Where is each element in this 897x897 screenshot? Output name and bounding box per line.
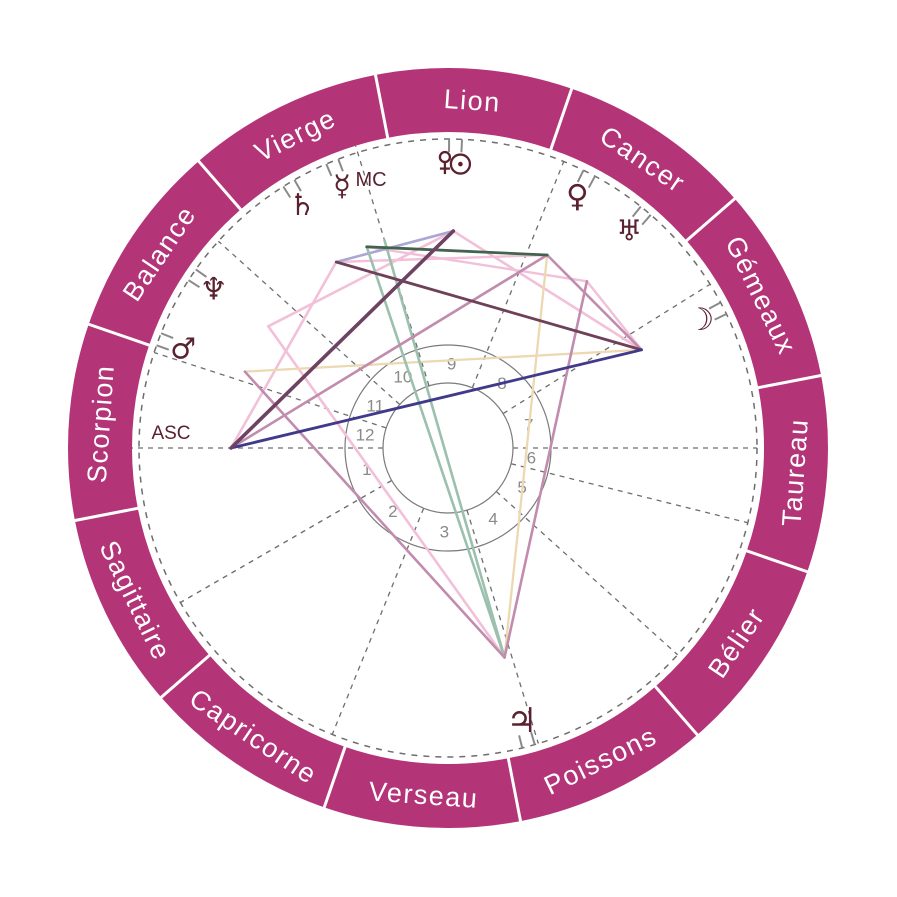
house-cusp-line: [153, 351, 387, 429]
sign-divider: [322, 744, 348, 810]
aspect-line-saturne-pluton: [334, 229, 455, 264]
house-number-11: 11: [366, 397, 384, 416]
sign-divider: [506, 755, 523, 824]
house-cusp-line: [331, 508, 425, 735]
venus-icon: ♀: [566, 178, 589, 214]
sign-divider: [755, 373, 824, 390]
degree-tick: [293, 179, 302, 192]
degree-tick: [576, 169, 585, 183]
degree-tick: [714, 313, 727, 321]
aspect-line-jupiter-mercure: [365, 245, 506, 659]
uranus-icon: ♅: [616, 214, 642, 248]
degree-tick: [708, 301, 722, 310]
aspect-line-uranus-lune: [585, 280, 643, 352]
pluto-small-circle: [438, 150, 452, 164]
degree-tick: [160, 332, 174, 340]
sign-divider: [683, 196, 738, 244]
house-inner-circle: [382, 382, 514, 514]
aspect-line-asc-lune: [229, 348, 643, 450]
degree-tick: [518, 735, 524, 749]
aspect-line-saturne-lune: [334, 260, 643, 352]
lune-icon: ☽: [686, 302, 714, 338]
aspect-line-jupiter-uranus: [503, 279, 589, 659]
house-cusp-line: [217, 240, 401, 405]
degree-tick: [587, 175, 596, 189]
sign-divider: [548, 86, 574, 152]
sign-divider: [373, 72, 390, 141]
house-number-2: 2: [388, 502, 397, 521]
house-cusp-line: [502, 283, 711, 415]
degree-tick: [460, 139, 464, 153]
asc-label: ASC: [151, 423, 190, 444]
degree-tick: [325, 163, 333, 177]
sign-divider: [196, 158, 244, 213]
degree-tick: [337, 158, 344, 172]
sign-label-lion: Lion: [443, 84, 502, 118]
aspect-line-asc-vénus: [229, 253, 549, 450]
degree-tick: [530, 731, 536, 745]
aspect-line-asc-pluton: [229, 229, 456, 450]
mercure-icon: ☿: [333, 169, 351, 203]
pluton-icon: [438, 150, 472, 175]
aspect-line-mars-jupiter: [243, 370, 506, 659]
sign-divider: [158, 652, 213, 700]
jupiter-icon: ♃: [506, 701, 536, 741]
house-cusp-line: [471, 161, 565, 388]
mars-icon: ♂: [170, 331, 196, 365]
aspect-line-vénus-lune: [545, 253, 643, 352]
degree-tick: [631, 205, 642, 218]
degree-tick: [156, 344, 170, 351]
house-number-12: 12: [356, 425, 375, 444]
aspect-line-mercure-vénus: [365, 245, 549, 257]
house-number-6: 6: [527, 449, 536, 468]
degree-tick: [195, 268, 208, 278]
pluto-dot: [458, 161, 463, 167]
sign-divider: [72, 506, 141, 523]
aspect-line-asc-saturne: [229, 260, 338, 450]
aspect-line-pluton-lune: [452, 229, 643, 352]
house-cusp-line: [354, 145, 430, 387]
saturne-icon: ♄: [289, 188, 316, 223]
house-cusp-line: [180, 479, 393, 604]
aspect-line-mars-lune: [243, 348, 643, 373]
sign-divider: [86, 322, 152, 348]
degree-tick: [282, 185, 292, 199]
house-number-1: 1: [362, 460, 371, 479]
house-number-3: 3: [440, 522, 449, 541]
sign-divider: [652, 683, 700, 738]
house-cusp-line: [466, 509, 539, 744]
aspect-line-neptune-pluton: [267, 229, 455, 328]
degree-tick: [641, 214, 652, 226]
mc-label: MC: [355, 169, 386, 191]
neptune-icon: ♆: [200, 271, 228, 307]
house-number-4: 4: [488, 509, 497, 528]
aspect-line-mercure-uranus: [365, 245, 589, 283]
degree-tick: [188, 279, 201, 289]
sign-divider: [744, 548, 810, 574]
pluto-big-circle: [449, 153, 472, 175]
aspect-line-neptune-jupiter: [267, 325, 506, 659]
house-cusp-line: [495, 491, 679, 656]
aspect-line-jupiter-mc: [383, 239, 506, 659]
house-number-9: 9: [447, 355, 456, 374]
zodiac-ring: [68, 68, 828, 828]
house-cusp-line: [510, 463, 748, 524]
